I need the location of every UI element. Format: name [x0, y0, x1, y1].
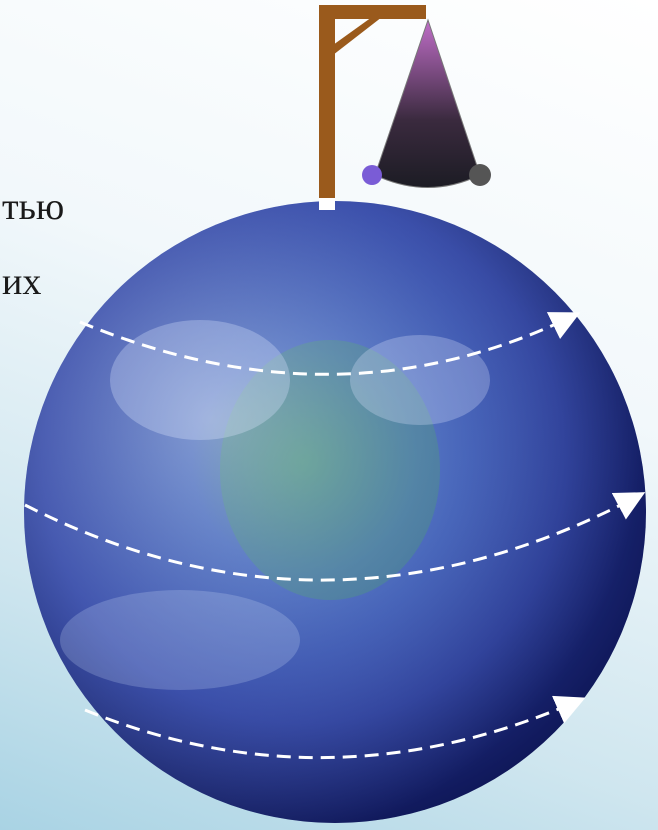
pendulum: [362, 18, 491, 188]
text-fragment: тью: [2, 186, 65, 228]
gallows: [319, 5, 426, 210]
text-fragment: их: [2, 261, 42, 303]
rotation-arrows: [24, 312, 646, 760]
globe: [24, 201, 646, 823]
